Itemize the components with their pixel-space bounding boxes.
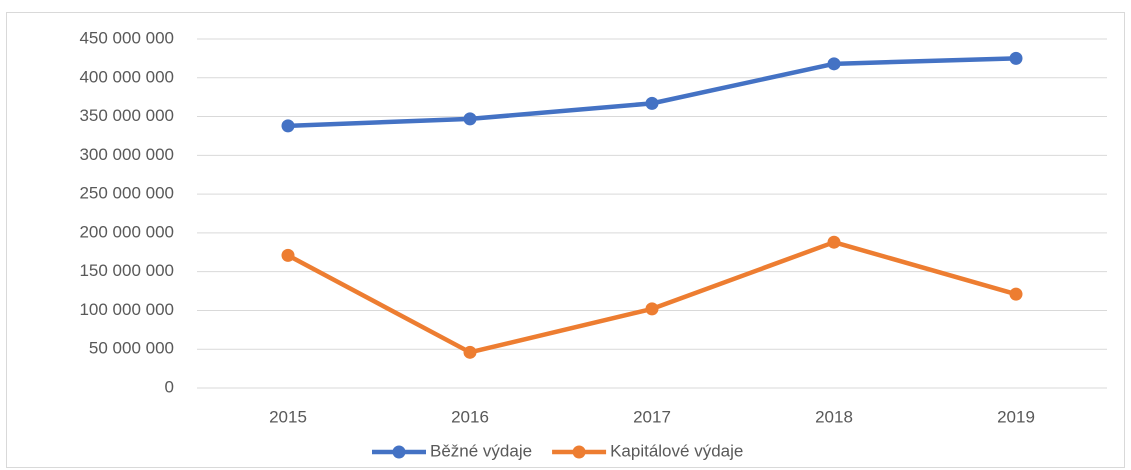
y-tick-label: 200 000 000 <box>79 222 174 241</box>
y-tick-label: 50 000 000 <box>89 339 174 358</box>
x-tick-label: 2015 <box>269 407 307 426</box>
y-tick-label: 300 000 000 <box>79 145 174 164</box>
y-tick-label: 350 000 000 <box>79 106 174 125</box>
y-tick-label: 450 000 000 <box>79 28 174 47</box>
legend-label: Běžné výdaje <box>430 441 532 460</box>
y-tick-label: 250 000 000 <box>79 184 174 203</box>
x-tick-label: 2019 <box>997 407 1035 426</box>
chart-border <box>6 12 1125 468</box>
x-tick-label: 2018 <box>815 407 853 426</box>
x-tick-label: 2016 <box>451 407 489 426</box>
legend-label: Kapitálové výdaje <box>610 441 743 460</box>
legend-marker <box>572 445 586 459</box>
data-point <box>1009 51 1023 65</box>
data-point <box>281 119 295 133</box>
x-tick-label: 2017 <box>633 407 671 426</box>
y-tick-label: 400 000 000 <box>79 67 174 86</box>
y-tick-label: 150 000 000 <box>79 261 174 280</box>
data-point <box>827 57 841 71</box>
data-point <box>1009 287 1023 301</box>
data-point <box>645 96 659 110</box>
data-point <box>827 235 841 249</box>
y-tick-label: 0 <box>165 377 174 396</box>
y-tick-label: 100 000 000 <box>79 300 174 319</box>
legend-marker <box>392 445 406 459</box>
data-point <box>463 345 477 359</box>
data-point <box>281 248 295 262</box>
data-point <box>645 302 659 316</box>
data-point <box>463 112 477 126</box>
